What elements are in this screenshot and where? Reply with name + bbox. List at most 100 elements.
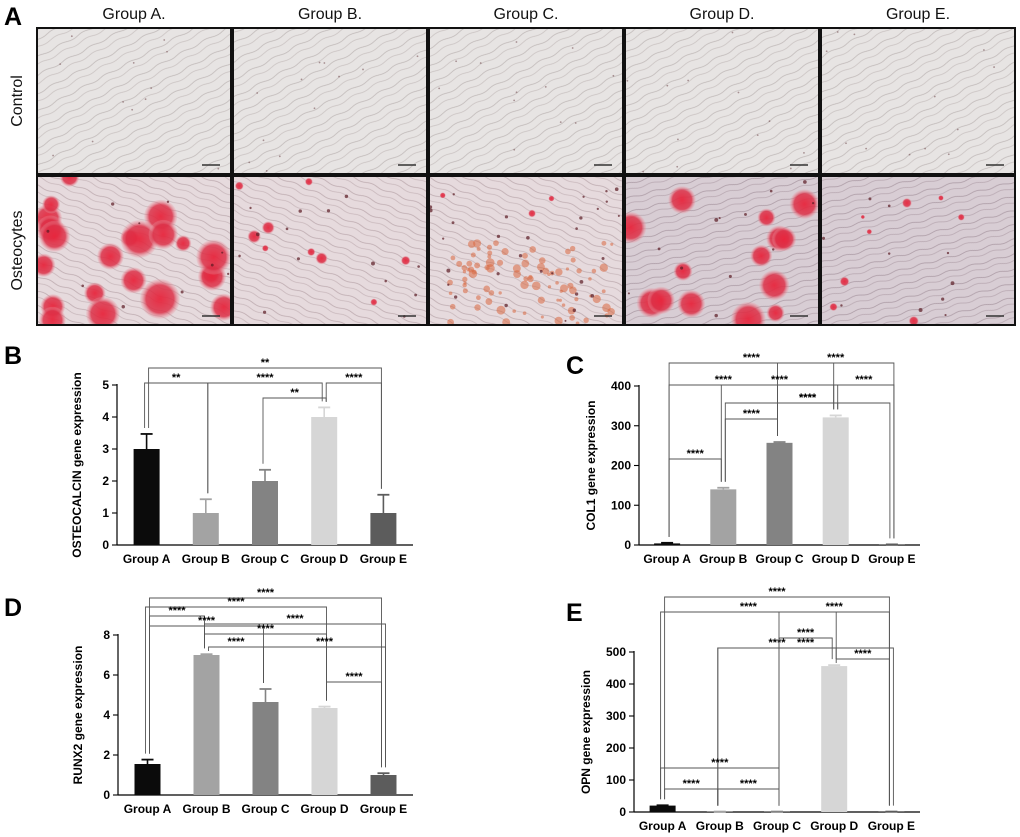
- y-tick-label: 0: [624, 538, 631, 552]
- significance-label: ****: [257, 623, 275, 635]
- significance-label: ****: [715, 374, 733, 386]
- y-tick-label: 400: [606, 677, 626, 691]
- significance-label: ****: [711, 757, 729, 769]
- significance-label: ****: [345, 671, 363, 683]
- bar: [370, 775, 397, 795]
- significance-label: ****: [799, 392, 817, 404]
- significance-label: ****: [227, 636, 245, 648]
- y-tick-label: 6: [103, 668, 110, 682]
- significance-bracket: [664, 596, 890, 806]
- significance-label: ****: [227, 596, 245, 608]
- significance-label: ****: [286, 613, 304, 625]
- micrograph-image: [626, 177, 818, 324]
- significance-label: ****: [740, 778, 758, 790]
- significance-label: ****: [740, 601, 758, 613]
- significance-label: ****: [854, 648, 872, 660]
- significance-bracket: [204, 633, 327, 701]
- micrograph-column-label: Group E.: [886, 6, 950, 23]
- significance-label: ****: [743, 352, 761, 364]
- significance-bracket: [326, 681, 382, 768]
- y-tick-label: 2: [102, 474, 109, 488]
- micrograph-image: [822, 177, 1014, 324]
- x-tick-label: Group C: [753, 819, 801, 833]
- y-tick-label: 4: [103, 708, 110, 722]
- y-tick-label: 300: [606, 709, 626, 723]
- x-tick-label: Group E: [360, 802, 407, 816]
- significance-label: ****: [797, 637, 815, 649]
- significance-bracket: [145, 606, 327, 754]
- bar: [252, 702, 279, 795]
- x-tick-label: Group B: [182, 552, 230, 566]
- y-tick-label: 3: [102, 442, 109, 456]
- chart-runx2: 0 2 4 6 8 RUNX2 gene expression Group A Group B…: [71, 587, 413, 816]
- significance-bracket: [835, 658, 890, 806]
- x-tick-label: Group E: [868, 552, 915, 566]
- x-tick-label: Group D: [301, 802, 349, 816]
- significance-label: ****: [198, 615, 216, 627]
- micrograph-image: [38, 177, 230, 324]
- significance-bracket: [660, 611, 837, 800]
- bar: [133, 449, 160, 545]
- micrograph-column-label: Group D.: [690, 6, 755, 23]
- x-tick-label: Group B: [696, 819, 744, 833]
- significance-bracket: [717, 647, 837, 806]
- bar: [311, 708, 338, 795]
- significance-label: ****: [168, 605, 186, 617]
- significance-label: ****: [771, 374, 789, 386]
- significance-label: ****: [687, 448, 705, 460]
- x-tick-label: Group A: [639, 819, 687, 833]
- bar: [821, 666, 848, 812]
- bar: [649, 805, 676, 812]
- x-tick-label: Group B: [699, 552, 747, 566]
- x-tick-label: Group A: [124, 802, 172, 816]
- y-tick-label: 500: [606, 645, 626, 659]
- y-tick-label: 4: [102, 410, 109, 424]
- micrograph-image: [38, 29, 230, 173]
- bar: [311, 417, 338, 545]
- significance-label: ****: [316, 636, 334, 648]
- y-axis-label: OPN gene expression: [579, 670, 593, 794]
- x-tick-label: Group D: [812, 552, 860, 566]
- significance-bracket: [660, 767, 780, 806]
- significance-bracket: [207, 382, 323, 494]
- y-tick-label: 0: [102, 538, 109, 552]
- significance-label: ****: [797, 627, 815, 639]
- micrograph-image: [430, 29, 622, 173]
- significance-label: ****: [855, 374, 873, 386]
- x-tick-label: Group B: [183, 802, 231, 816]
- y-axis-label: RUNX2 gene expression: [71, 646, 85, 785]
- micrograph-row-label: Control: [9, 75, 26, 127]
- panel-letter-e: E: [566, 599, 583, 627]
- bar: [822, 417, 849, 545]
- micrograph-image: [626, 29, 818, 173]
- significance-label: **: [172, 372, 181, 384]
- micrograph-grid: [36, 27, 1016, 326]
- chart-opn: 0 100 200 300 400 500 OPN gene expression Group…: [579, 586, 920, 833]
- significance-label: ****: [768, 586, 786, 598]
- micrograph-image: [234, 177, 426, 324]
- bar: [193, 655, 220, 795]
- micrograph-column-label: Group C.: [494, 6, 559, 23]
- y-axis-label: OSTEOCALCIN gene expression: [70, 372, 84, 557]
- x-tick-label: Group C: [242, 802, 290, 816]
- micrograph-image: [234, 29, 426, 173]
- x-tick-label: Group A: [643, 552, 691, 566]
- x-tick-label: Group C: [241, 552, 289, 566]
- micrograph-column-labels: Group A. Group B. Group C. Group D. Group E.: [102, 6, 950, 23]
- micrograph-image: [430, 177, 622, 324]
- panel-letter-b: B: [4, 342, 22, 370]
- significance-bracket: [263, 646, 386, 768]
- y-tick-label: 100: [606, 773, 626, 787]
- significance-bracket: [717, 788, 780, 806]
- significance-bracket: [325, 382, 382, 489]
- bar: [134, 764, 161, 795]
- x-tick-label: Group E: [360, 552, 407, 566]
- significance-bracket: [720, 384, 839, 482]
- micrograph-column-label: Group A.: [102, 6, 165, 23]
- bar: [370, 513, 397, 545]
- bar: [192, 513, 219, 545]
- x-tick-label: Group D: [810, 819, 858, 833]
- significance-bracket: [717, 647, 894, 806]
- chart-col1: 0 100 200 300 400 COL1 gene expression Group A…: [584, 352, 920, 566]
